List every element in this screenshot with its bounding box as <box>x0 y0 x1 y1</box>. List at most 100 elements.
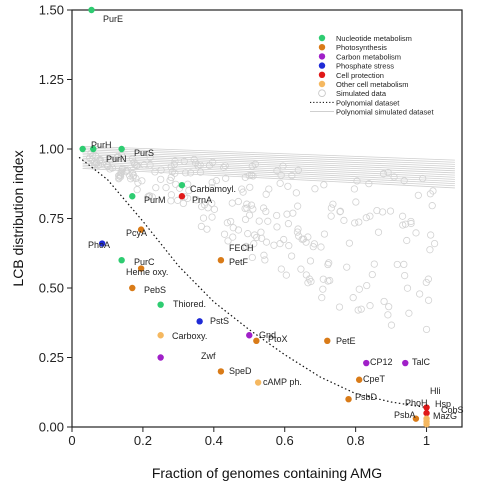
simulated-point <box>253 233 261 242</box>
simulated-point <box>317 243 325 251</box>
data-point <box>178 181 186 189</box>
simulated-point <box>243 200 251 208</box>
point-label: Zwf <box>201 351 216 361</box>
data-point <box>137 265 145 272</box>
data-point <box>423 409 430 417</box>
simulated-point <box>198 203 206 211</box>
data-point <box>246 332 253 339</box>
simulated-point <box>228 199 236 207</box>
y-tick-label: 1.25 <box>39 72 64 87</box>
point-label: FECH <box>229 243 254 253</box>
y-tick-label: 0.50 <box>39 281 64 296</box>
simulated-point <box>134 179 142 187</box>
simulated-point <box>212 176 221 185</box>
simulated-point <box>405 309 413 317</box>
simulated-point <box>180 157 188 165</box>
simulated-point <box>327 212 335 220</box>
simulated-point <box>384 168 392 177</box>
simulated-point <box>172 180 180 188</box>
simulated-point <box>384 311 392 319</box>
simulated-point <box>246 183 254 191</box>
x-tick-label: 0.6 <box>276 433 294 448</box>
simulated-point <box>393 260 401 269</box>
simulated-point <box>366 212 374 220</box>
simulated-point <box>431 239 439 248</box>
simulated-point <box>292 189 300 197</box>
simulated-point <box>181 169 190 177</box>
simulated-point <box>276 179 284 187</box>
simulated-point <box>221 162 229 170</box>
simulated-point <box>366 302 374 310</box>
simulated-point <box>245 211 254 219</box>
point-label: Carboxy. <box>172 331 207 341</box>
simulated-point <box>199 214 208 222</box>
simulated-point <box>407 219 415 228</box>
legend: Nucleotide metabolismPhotosynthesisCarbo… <box>310 34 434 117</box>
simulated-point <box>355 218 363 226</box>
legend-label: Carbon metabolism <box>336 52 401 61</box>
simulated-point <box>241 204 249 213</box>
simulated-point <box>319 285 327 293</box>
point-label: Gnd <box>259 330 276 340</box>
simulated-point <box>293 228 302 236</box>
simulated-point <box>365 180 373 188</box>
simulated-point <box>251 160 259 168</box>
simulated-point <box>261 256 269 264</box>
data-point <box>423 421 430 428</box>
simulated-fit-line <box>82 168 455 189</box>
simulated-point <box>270 241 278 249</box>
simulated-point <box>428 202 436 210</box>
simulated-point <box>340 216 348 224</box>
simulated-point <box>386 207 395 215</box>
data-point <box>412 415 420 422</box>
simulated-point <box>260 204 268 212</box>
point-label: CobS <box>441 405 464 415</box>
simulated-point <box>306 257 315 265</box>
simulated-point <box>229 233 237 241</box>
simulated-point <box>424 296 433 304</box>
point-label: PetE <box>336 336 356 346</box>
legend-marker <box>318 44 326 51</box>
legend-marker <box>318 71 326 79</box>
simulated-point <box>146 153 154 161</box>
simulated-point <box>196 168 205 176</box>
simulated-point <box>186 169 195 177</box>
data-point <box>423 404 430 411</box>
data-point <box>355 376 363 383</box>
data-points <box>79 6 430 428</box>
simulated-point <box>422 325 431 334</box>
point-label: MazG <box>433 411 457 421</box>
data-point <box>402 359 409 367</box>
simulated-point <box>167 191 175 199</box>
simulated-point <box>379 208 387 216</box>
simulated-point <box>146 161 154 169</box>
simulated-fit-line <box>82 145 455 161</box>
simulated-point <box>220 163 228 172</box>
simulated-point <box>390 173 398 181</box>
data-point <box>90 145 97 153</box>
simulated-point <box>320 181 328 189</box>
simulated-point <box>370 260 378 268</box>
legend-marker <box>318 53 326 60</box>
simulated-point <box>208 213 216 221</box>
simulated-point <box>234 226 243 234</box>
simulated-point <box>242 242 250 250</box>
simulated-point <box>106 165 114 173</box>
point-label: PurN <box>106 154 127 164</box>
simulated-point <box>362 214 370 222</box>
simulated-point <box>429 187 437 195</box>
point-label: TalC <box>412 357 431 367</box>
simulated-point <box>92 160 100 168</box>
y-tick-label: 0.25 <box>39 350 64 365</box>
simulated-point <box>224 237 232 245</box>
simulated-point <box>283 210 291 218</box>
simulated-point <box>349 294 357 302</box>
data-point <box>217 257 225 264</box>
point-label: Heme oxy. <box>126 267 168 277</box>
simulated-point <box>304 279 312 287</box>
simulated-point <box>351 219 359 227</box>
simulated-point <box>379 170 388 178</box>
simulated-point <box>416 290 424 298</box>
simulated-point <box>192 159 200 167</box>
polynomial-dataset-line <box>78 156 427 409</box>
